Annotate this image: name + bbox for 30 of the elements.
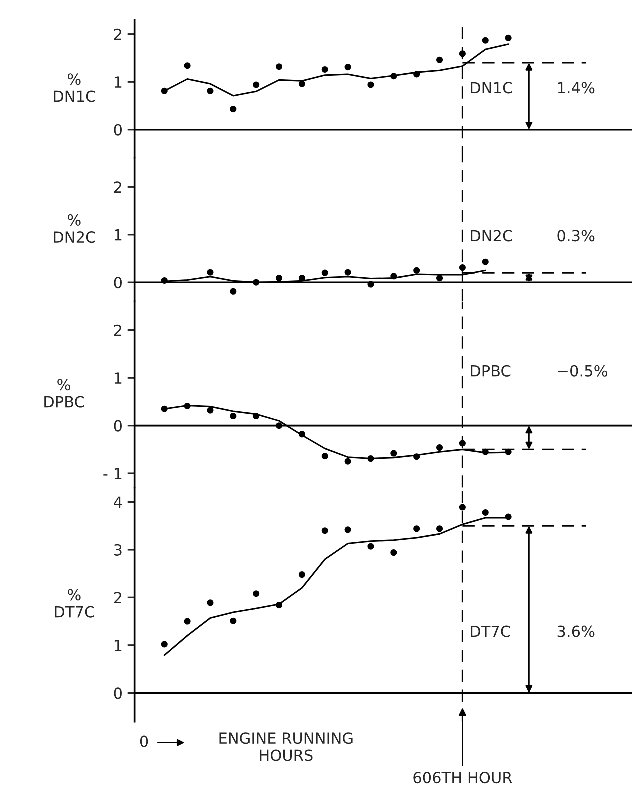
y-tick-label: 0	[114, 420, 122, 432]
annotation: DN2C	[471, 230, 512, 242]
text: 3.6%	[558, 626, 595, 638]
y-tick-label: 1	[114, 76, 122, 88]
y-axis-title: % DN1C	[54, 74, 96, 102]
y-tick-label: 3	[114, 544, 122, 556]
text: −0.5%	[558, 365, 608, 377]
annotation: DN1C	[471, 82, 512, 94]
y-tick-label: 2	[114, 324, 122, 336]
text: 1.4%	[558, 82, 595, 94]
y-axis-title: % DT7C	[55, 589, 94, 618]
y-tick-label: - 1	[104, 468, 122, 480]
text: 606TH HOUR	[414, 772, 512, 784]
annotation: DPBC	[471, 365, 511, 377]
y-tick-label: 1	[114, 372, 122, 384]
y-tick-label: 0	[114, 277, 122, 289]
y-tick-label: 2	[114, 28, 122, 40]
y-tick-label: 0	[114, 124, 122, 136]
y-axis-title: % DPBC	[44, 379, 84, 408]
y-tick-label: 2	[114, 592, 122, 604]
annotation: DT7C	[471, 626, 510, 638]
text: 0.3%	[558, 230, 595, 242]
y-tick-label: 0	[114, 688, 122, 700]
x-axis-title: ENGINE RUNNING HOURS	[220, 732, 353, 762]
y-tick-label: 1	[114, 230, 122, 241]
text: 0	[140, 736, 148, 748]
y-axis-title: % DN2C	[54, 214, 96, 244]
y-tick-label: 2	[114, 182, 122, 193]
y-tick-label: 4	[114, 496, 122, 508]
y-tick-label: 1	[114, 640, 122, 652]
